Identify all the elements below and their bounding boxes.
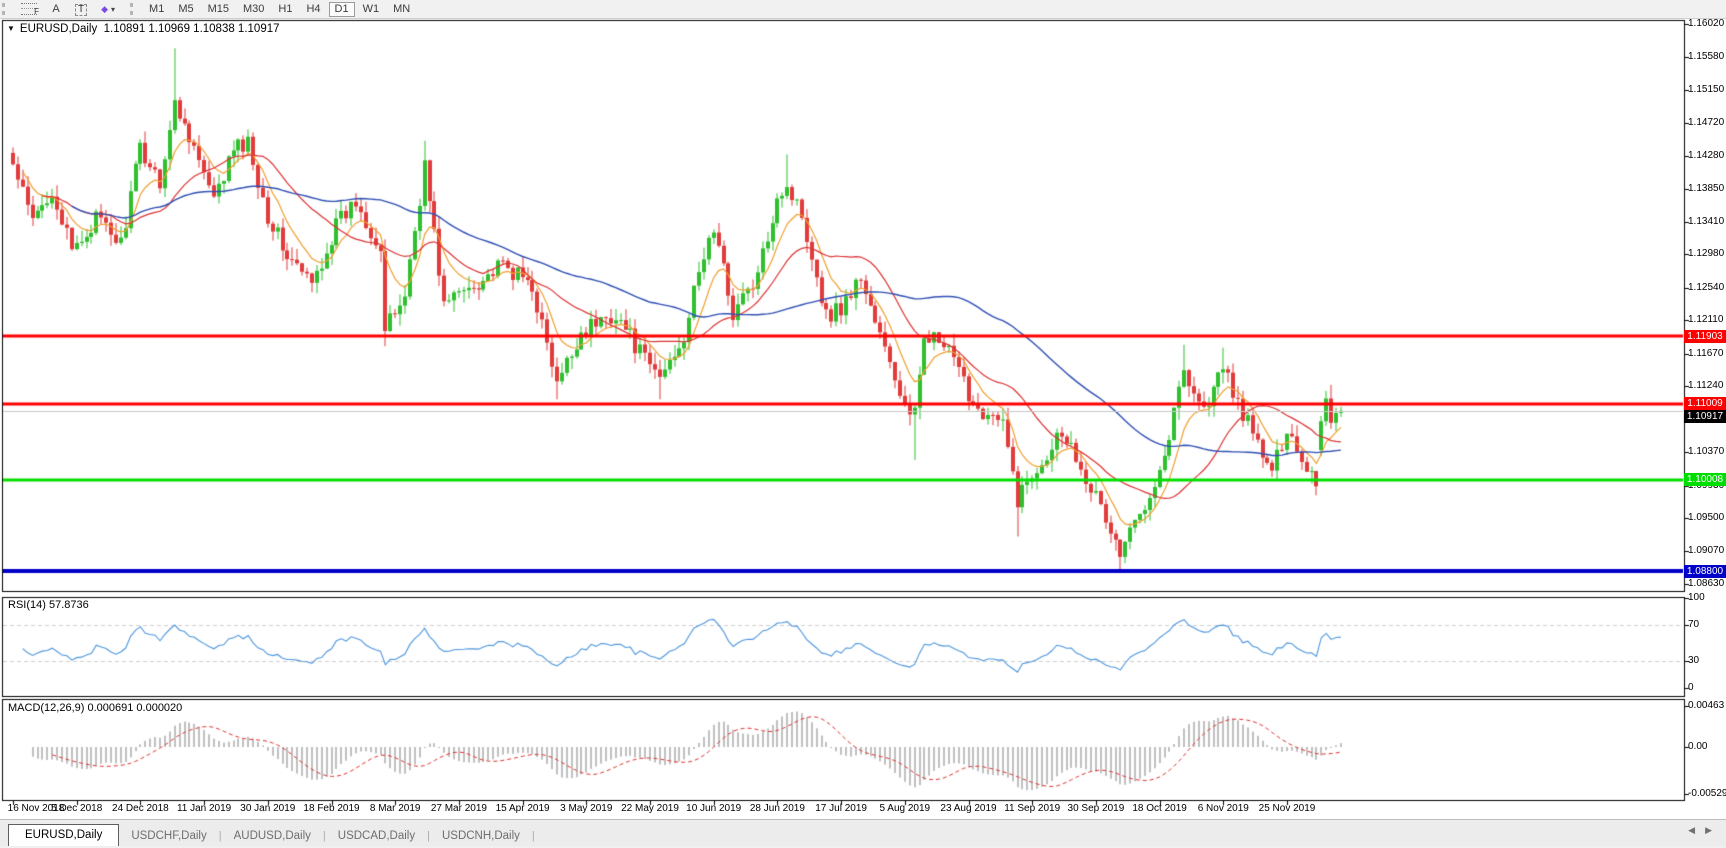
toolbar-drag-handle[interactable] (2, 3, 10, 15)
hline-price-badge: 1.11009 (1684, 397, 1726, 410)
date-tick-label: 25 Nov 2019 (1258, 803, 1316, 814)
arrows-tool-button[interactable]: ◆ ▾ (95, 2, 121, 17)
macd-label: MACD(12,26,9) 0.000691 0.000020 (8, 702, 183, 714)
tab-usdcnh-daily[interactable]: USDCNH,Daily (441, 830, 520, 842)
date-tick-label: 24 Dec 2018 (112, 803, 169, 814)
timeframe-mn-button[interactable]: MN (387, 2, 416, 17)
axis-tick-label: 1.12980 (1688, 248, 1725, 260)
date-tick-label: 6 Nov 2019 (1197, 803, 1249, 814)
tab-usdchf-daily[interactable]: USDCHF,Daily (131, 830, 207, 842)
timeframe-m15-button[interactable]: M15 (202, 2, 235, 17)
axis-tick-label: -0.005299 (1688, 787, 1726, 799)
current-price-badge: 1.10917 (1684, 410, 1726, 423)
hline-price-badge: 1.10008 (1684, 473, 1726, 486)
date-tick-label: 22 May 2019 (621, 803, 679, 814)
text-label-icon: T (75, 3, 88, 16)
axis-tick-label: 30 (1688, 655, 1700, 666)
tab-scroll-buttons: ◀▶ (1688, 825, 1722, 836)
axis-tick-label: 1.09500 (1688, 512, 1725, 524)
hline-price-badge: 1.11903 (1684, 330, 1726, 343)
text-tool-button[interactable]: A (45, 2, 67, 17)
date-tick-label: 5 Aug 2019 (879, 803, 931, 814)
tab-audusd-daily[interactable]: AUDUSD,Daily (233, 830, 311, 842)
date-tick-label: 30 Jan 2019 (240, 803, 296, 814)
date-tick-label: 15 Apr 2019 (495, 803, 550, 814)
tab-usdcad-daily[interactable]: USDCAD,Daily (337, 830, 416, 842)
axis-tick-label: 1.14720 (1688, 116, 1725, 128)
timeframe-w1-button[interactable]: W1 (357, 2, 386, 17)
date-tick-label: 30 Sep 2019 (1067, 803, 1125, 814)
axis-tick-label: 0.00463 (1688, 699, 1725, 711)
axis-tick-label: 0.00 (1688, 741, 1708, 752)
toolbar: F A T ◆ ▾ M1 M5 M15 M30 H1 H4 D1 W1 MN (0, 0, 1726, 19)
axis-tick-label: 100 (1688, 592, 1705, 603)
text-label-tool-button[interactable]: T (69, 2, 93, 17)
date-tick-label: 8 Mar 2019 (369, 803, 421, 814)
timeframe-h4-button[interactable]: H4 (300, 2, 326, 17)
axis-tick-label: 70 (1688, 619, 1700, 630)
tab-separator: | (427, 830, 430, 842)
date-tick-label: 18 Oct 2019 (1132, 803, 1187, 814)
axis-tick-label: 1.11670 (1688, 347, 1724, 359)
axis-tick-label: 1.09070 (1688, 544, 1725, 556)
tab-separator: | (531, 830, 535, 842)
date-tick-label: 3 May 2019 (560, 803, 613, 814)
timeframe-m5-button[interactable]: M5 (172, 2, 199, 17)
date-tick-label: 11 Jan 2019 (176, 803, 232, 814)
axis-tick-label: 1.12110 (1688, 314, 1724, 326)
date-tick-label: 18 Feb 2019 (303, 803, 360, 814)
axis-tick-label: 1.13410 (1688, 215, 1725, 227)
timeframe-m30-button[interactable]: M30 (237, 2, 270, 17)
fibonacci-icon: F (21, 2, 39, 16)
chart-tab-bar: EURUSD,Daily USDCHF,Daily | AUDUSD,Daily… (0, 819, 1726, 846)
timeframe-h1-button[interactable]: H1 (272, 2, 298, 17)
date-tick-label: 16 Nov 2018 (7, 803, 65, 814)
fibonacci-tool-button[interactable]: F (15, 2, 43, 17)
tab-scroll-left-icon[interactable]: ◀ (1688, 825, 1706, 835)
tab-eurusd-daily[interactable]: EURUSD,Daily (8, 824, 120, 846)
timeframe-m1-button[interactable]: M1 (143, 2, 170, 17)
toolbar-drag-handle[interactable] (130, 3, 138, 15)
axis-tick-label: 1.10370 (1688, 446, 1725, 458)
date-tick-label: 28 Jun 2019 (749, 803, 805, 814)
axis-tick-label: 1.14280 (1688, 149, 1725, 161)
chevron-down-icon: ▾ (111, 4, 116, 14)
date-tick-label: 23 Aug 2019 (940, 803, 997, 814)
date-tick-label: 11 Sep 2019 (1004, 803, 1061, 814)
date-tick-label: 5 Dec 2018 (51, 803, 103, 814)
text-icon: A (52, 2, 60, 15)
axis-tick-label: 1.15150 (1688, 83, 1725, 95)
chart-symbol-label: EURUSD,Daily (19, 23, 98, 35)
axis-tick-label: 1.08630 (1688, 578, 1725, 590)
axis-tick-label: 1.12540 (1688, 281, 1725, 293)
date-tick-label: 17 Jul 2019 (815, 803, 867, 814)
chart-ohlc-values: 1.10891 1.10969 1.10838 1.10917 (103, 23, 280, 35)
hline-price-badge: 1.08800 (1684, 565, 1726, 578)
tab-separator: | (218, 830, 222, 842)
timeframe-d1-button[interactable]: D1 (328, 1, 355, 17)
date-tick-label: 10 Jun 2019 (686, 803, 742, 814)
tab-separator: | (322, 830, 326, 842)
date-tick-label: 27 Mar 2019 (430, 803, 487, 814)
chart-title: ▼ EURUSD,Daily 1.10891 1.10969 1.10838 1.… (7, 23, 280, 35)
axis-tick-label: 1.15580 (1688, 51, 1725, 63)
axis-tick-label: 1.16020 (1688, 18, 1725, 29)
rsi-label: RSI(14) 57.8736 (8, 599, 89, 611)
axis-tick-label: 1.11240 (1688, 380, 1724, 392)
tab-scroll-right-icon[interactable]: ▶ (1705, 825, 1722, 835)
axis-tick-label: 0 (1688, 682, 1694, 693)
arrows-icon: ◆ (101, 3, 109, 14)
chart-menu-arrow-icon[interactable]: ▼ (7, 24, 15, 33)
axis-tick-label: 1.13850 (1688, 182, 1725, 194)
